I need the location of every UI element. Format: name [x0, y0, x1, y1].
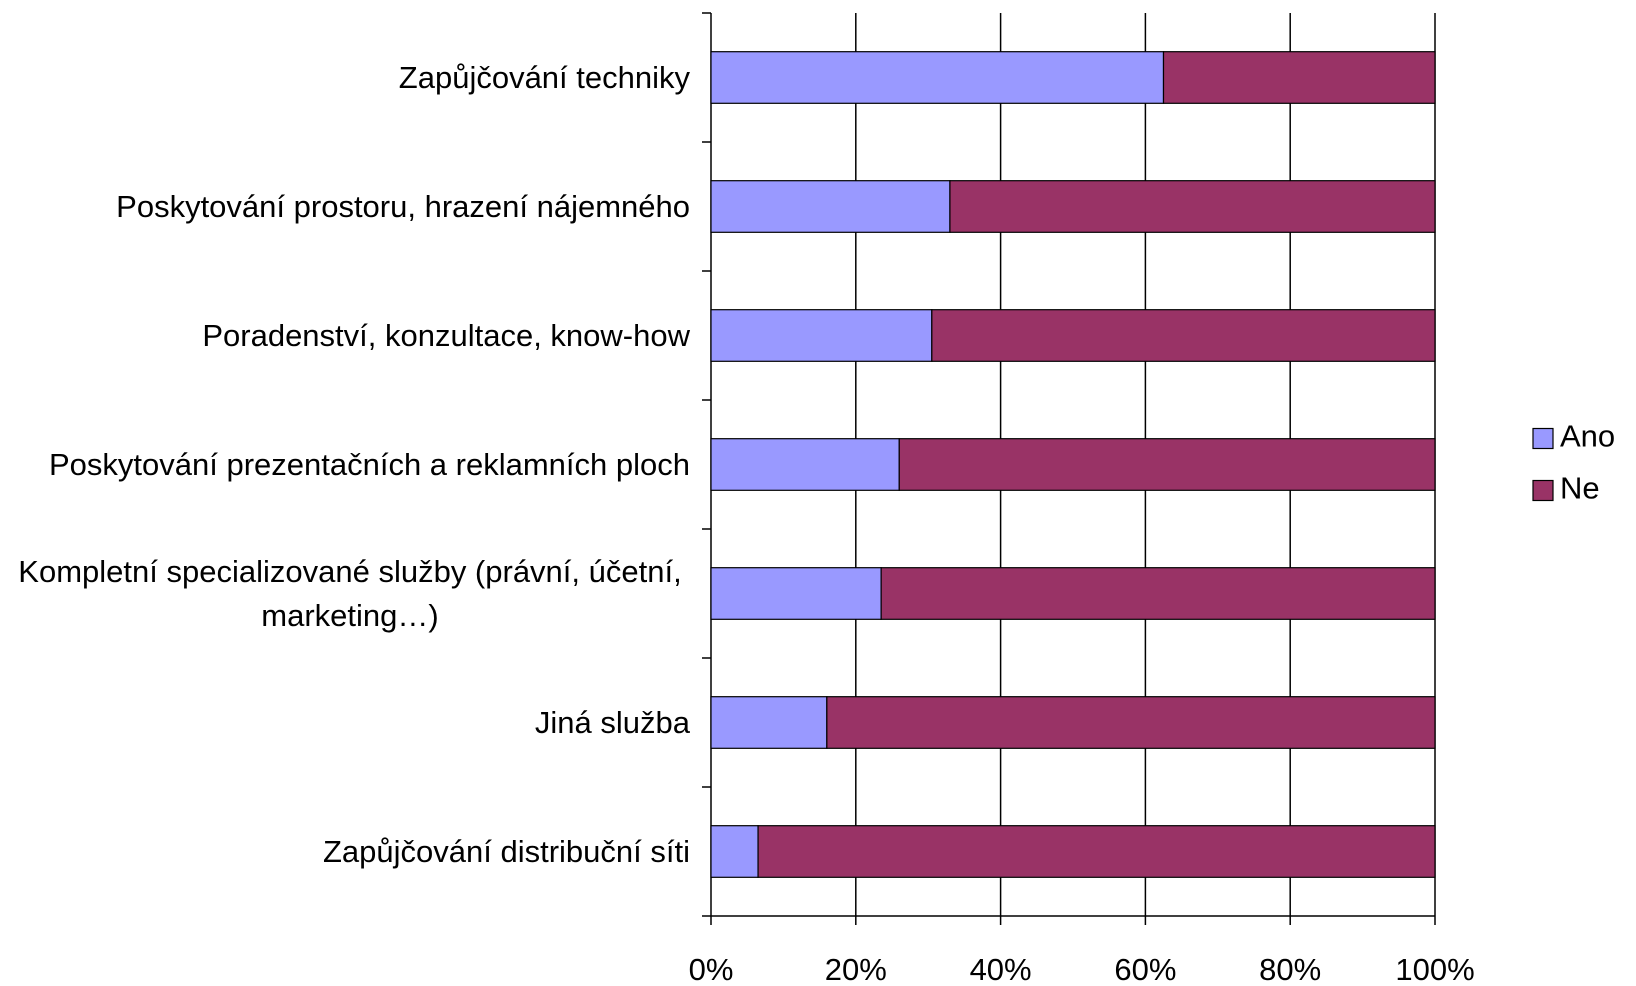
y-tick-label: Zapůjčování distribuční síti [322, 833, 690, 869]
category-label-box: Zapůjčování techniky [0, 13, 690, 142]
x-tick-label: 80% [1259, 952, 1321, 986]
x-tick-label: 60% [1114, 952, 1176, 986]
y-tick-label: Kompletní specializované služby (právní,… [18, 554, 682, 633]
bar-segment [710, 696, 828, 749]
y-tick-label: Poskytování prostoru, hrazení nájemného [116, 188, 690, 224]
bar-segment [710, 51, 1165, 104]
bar-segment [710, 567, 882, 620]
bar-segment [880, 567, 1436, 620]
legend-label: Ne [1560, 471, 1600, 506]
y-tick-label: Jiná služba [534, 704, 690, 740]
legend-swatch [1532, 427, 1554, 450]
y-tick-label: Poradenství, konzultace, know-how [202, 317, 690, 353]
bar-segment [931, 309, 1436, 362]
category-label-box: Poradenství, konzultace, know-how [0, 271, 690, 400]
legend-label: Ano [1560, 419, 1615, 454]
x-tick-label: 100% [1395, 952, 1474, 986]
bar-segment [710, 309, 933, 362]
category-label-box: Poskytování prezentačních a reklamních p… [0, 400, 690, 529]
bar-segment [1162, 51, 1436, 104]
category-label-box: Jiná služba [0, 658, 690, 787]
category-label-box: Kompletní specializované služby (právní,… [0, 529, 690, 658]
bar-segment [898, 438, 1436, 491]
x-tick-label: 0% [689, 952, 734, 986]
y-tick-label: Zapůjčování techniky [398, 59, 690, 95]
bar-segment [710, 180, 951, 233]
category-label-box: Zapůjčování distribuční síti [0, 787, 690, 916]
y-tick-label: Poskytování prezentačních a reklamních p… [48, 446, 690, 482]
bar-segment [949, 180, 1436, 233]
bar-segment [710, 438, 900, 491]
x-tick-label: 20% [825, 952, 887, 986]
category-labels: Zapůjčování techniky Poskytování prostoru… [0, 0, 690, 986]
bar-segment [826, 696, 1436, 749]
legend-swatch [1532, 479, 1554, 502]
x-tick-label: 40% [970, 952, 1032, 986]
bar-segment [757, 825, 1436, 878]
bar-segment [710, 825, 759, 878]
category-label-box: Poskytování prostoru, hrazení nájemného [0, 142, 690, 271]
